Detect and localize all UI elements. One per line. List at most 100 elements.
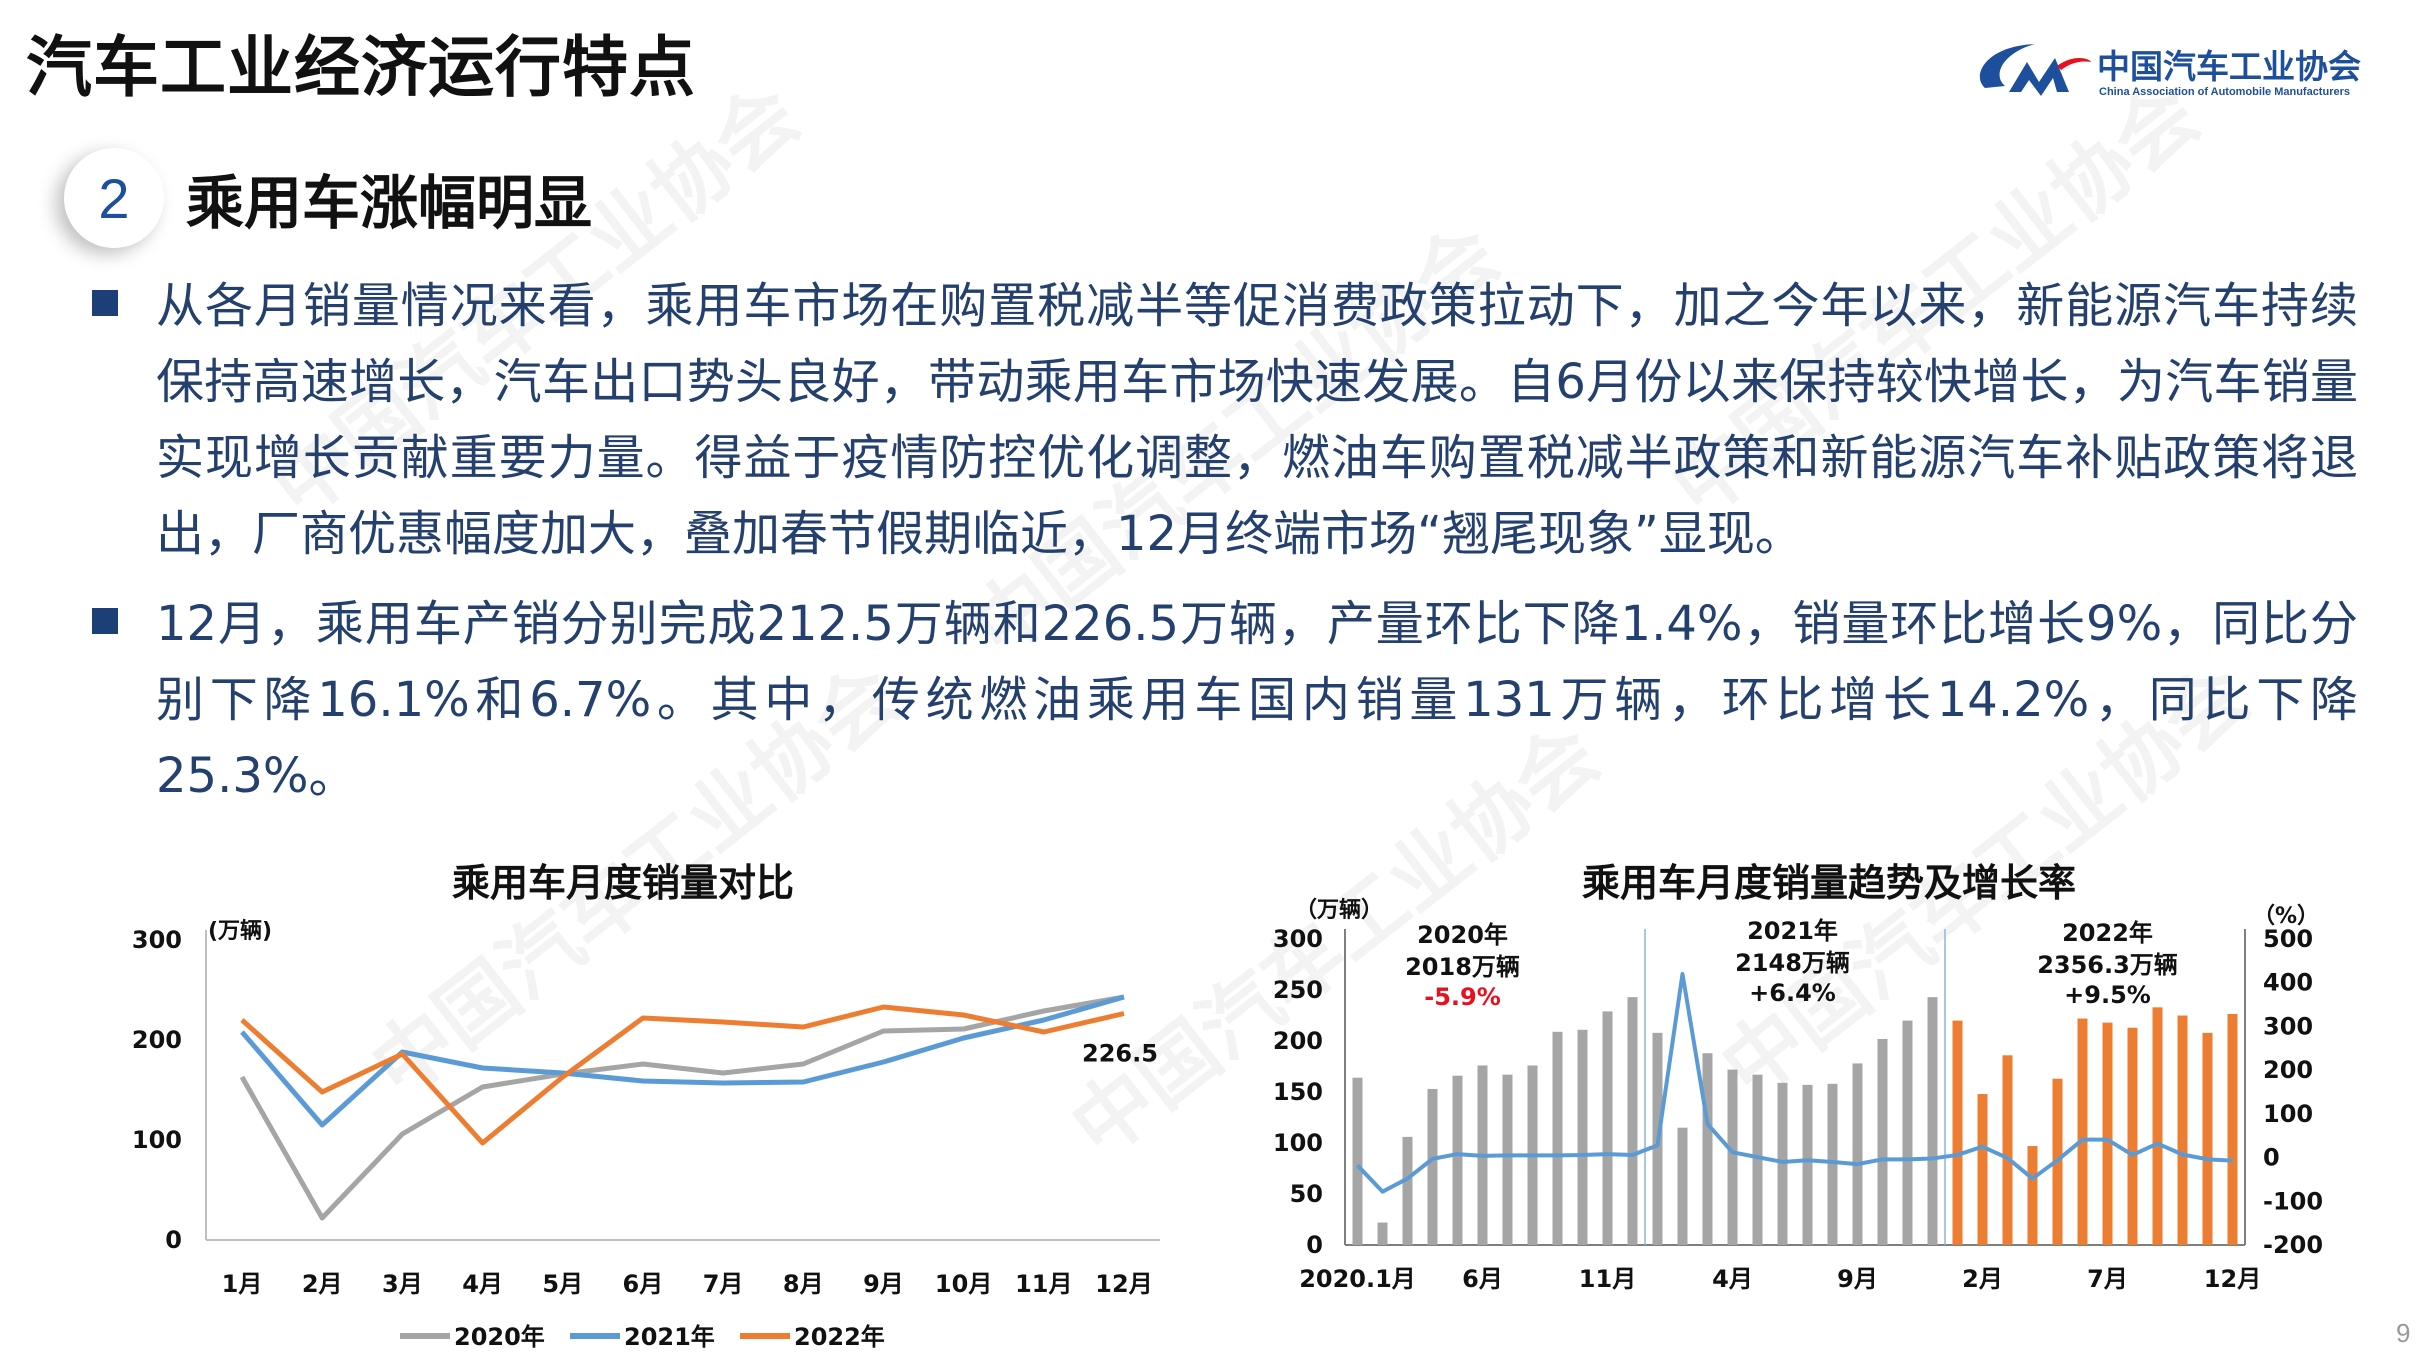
y2-tick-label: 400 [2263,969,2313,997]
legend-label: 2021年 [624,1323,715,1351]
sales-bar [1677,1127,1688,1245]
page-number: 9 [2396,1318,2411,1348]
sales-bar [1977,1094,1988,1245]
caam-logo-icon [1979,44,2091,96]
y-tick-label: 300 [1273,925,1323,953]
y-tick-label: 50 [1290,1180,1323,1208]
x-tick-label: 11月 [1579,1265,1636,1293]
sales-bar [1377,1222,1388,1245]
sales-bar [2077,1018,2088,1245]
bullet-square-icon [92,608,118,634]
period-note-total: 2356.3万辆 [2037,951,2178,979]
y2-tick-label: 0 [2263,1144,2280,1172]
sales-bar [2202,1032,2213,1245]
sales-bar [1352,1077,1363,1245]
series-line [240,994,1125,1128]
logo-cn-text: 中国汽车工业协会 [2097,47,2361,86]
x-tick-label: 3月 [382,1270,423,1298]
period-note-growth: +6.4% [1749,979,1836,1007]
bullet-item: 12月，乘用车产销分别完成212.5万辆和226.5万辆，产量环比下降1.4%，… [88,586,2358,814]
x-tick-label: 6月 [1462,1265,1503,1293]
period-note-year: 2021年 [1747,917,1838,945]
period-note-growth: +9.5% [2064,981,2151,1009]
bullet-text: 12月，乘用车产销分别完成212.5万辆和226.5万辆，产量环比下降1.4%，… [156,596,2358,804]
sales-bar [1577,1029,1588,1245]
x-tick-label: 2020.1月 [1299,1265,1416,1293]
sales-bar [1452,1075,1463,1245]
sales-bar [1627,997,1638,1245]
chart2-title: 乘用车月度销量趋势及增长率 [1582,861,2077,905]
y-tick-label: 0 [1306,1231,1323,1259]
chart2-combo-chart: （万辆） （%） 0 50 100 150 200 250 300 -200 -100 0 100 200… [1273,897,2323,1293]
bullet-item: 从各月销量情况来看，乘用车市场在购置税减半等促消费政策拉动下，加之今年以来，新能… [88,268,2358,572]
sales-bar [1852,1063,1863,1245]
sales-bar [2102,1022,2113,1245]
series-line [240,1004,1125,1146]
sales-bar [2127,1027,2138,1245]
y-axis-unit-label: (万辆) [208,918,272,944]
x-tick-label: 7月 [703,1270,744,1298]
y2-tick-label: 200 [2263,1056,2313,1084]
y-tick-label: 100 [132,1126,182,1154]
y-axis-unit-label: （万辆） [1295,897,1383,923]
sales-bar [1602,1011,1613,1245]
y-tick-label: 200 [1273,1027,1323,1055]
legend-label: 2020年 [454,1323,545,1351]
sales-bar [1952,1020,1963,1245]
series-line [239,994,1125,1221]
sales-bar [1902,1020,1913,1245]
y2-axis-unit-label: （%） [2253,904,2319,929]
x-tick-label: 12月 [2204,1265,2261,1293]
caam-logo: 中国汽车工业协会 China Association of Automobile… [1965,36,2385,108]
sales-bar [2027,1146,2038,1245]
x-tick-label: 7月 [2087,1265,2128,1293]
sales-bar [2177,1015,2188,1245]
y-tick-label: 250 [1273,976,1323,1004]
period-note-year: 2022年 [2062,919,2153,947]
x-tick-label: 4月 [1712,1265,1753,1293]
y2-tick-label: 100 [2263,1100,2313,1128]
y2-tick-label: 500 [2263,925,2313,953]
y-tick-label: 300 [132,926,182,954]
sales-bar [1877,1038,1888,1245]
sales-bar [1427,1088,1438,1245]
sales-bar [1927,997,1938,1245]
period-note-total: 2018万辆 [1405,953,1520,981]
sales-bar [1727,1069,1738,1245]
x-tick-label: 12月 [1095,1270,1152,1298]
section-title: 乘用车涨幅明显 [186,169,593,237]
bullet-text: 从各月销量情况来看，乘用车市场在购置税减半等促消费政策拉动下，加之今年以来，新能… [156,278,2358,562]
y2-tick-label: -200 [2263,1231,2323,1259]
sales-bar [1702,1053,1713,1245]
y-tick-label: 200 [132,1026,182,1054]
x-tick-label: 2月 [1962,1265,2003,1293]
y-tick-label: 150 [1273,1078,1323,1106]
x-tick-label: 4月 [462,1270,503,1298]
bullet-square-icon [92,290,118,316]
data-label: 226.5 [1082,1040,1158,1068]
y-tick-label: 0 [165,1226,182,1254]
y2-tick-label: -100 [2263,1187,2323,1215]
y2-tick-label: 300 [2263,1012,2313,1040]
logo-en-text: China Association of Automobile Manufact… [2099,86,2350,98]
x-tick-label: 1月 [222,1270,263,1298]
x-tick-label: 10月 [935,1270,992,1298]
chart1-title: 乘用车月度销量对比 [452,861,795,905]
sales-bar [1552,1031,1563,1245]
sales-bar [1502,1074,1513,1245]
x-tick-label: 9月 [1837,1265,1878,1293]
x-tick-label: 9月 [863,1270,904,1298]
x-tick-label: 6月 [623,1270,664,1298]
page-title: 汽车工业经济运行特点 [26,29,696,106]
sales-bar [2002,1055,2013,1245]
y-tick-label: 100 [1273,1129,1323,1157]
sales-bar [1802,1084,1813,1245]
sales-bar [2152,1007,2163,1245]
sales-bar [1752,1074,1763,1245]
legend-label: 2022年 [794,1323,885,1351]
sales-bar [1827,1083,1838,1245]
period-note-total: 2148万辆 [1735,949,1850,977]
x-tick-label: 5月 [542,1270,583,1298]
chart1-line-chart: (万辆) 0 100 200 300 1月 2月 3月 4月 5月 6月 7月 8月 9月 10月 11月 12… [132,918,1160,1351]
x-tick-label: 8月 [783,1270,824,1298]
